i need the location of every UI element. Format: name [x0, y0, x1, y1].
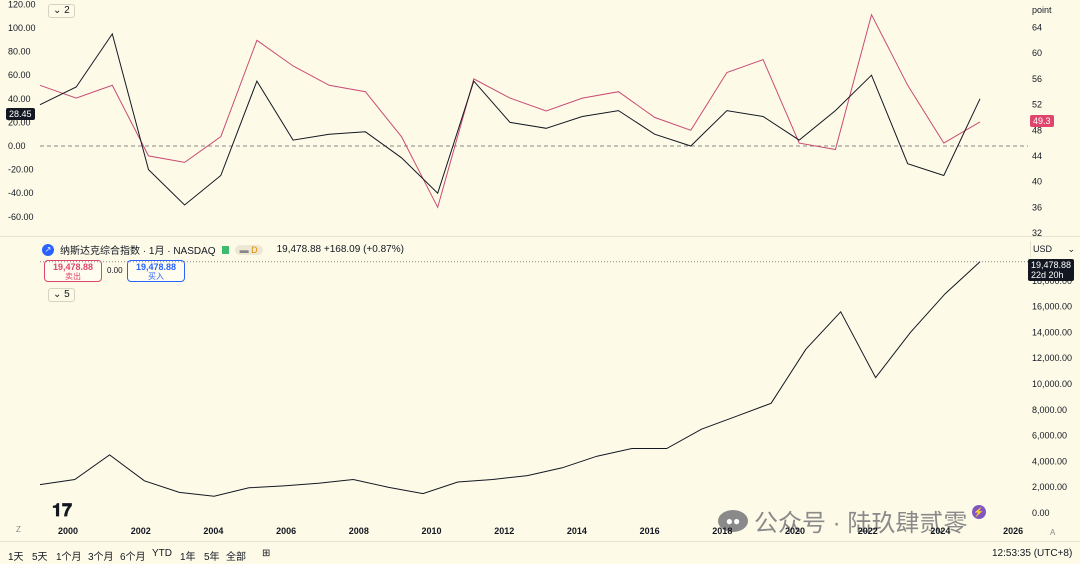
minus-icon: ▬	[239, 244, 249, 255]
chevron-down-icon: ⌄	[1067, 244, 1075, 254]
range-button[interactable]: 1个月	[56, 552, 82, 563]
axis-auto-button[interactable]: A	[1050, 528, 1056, 537]
symbol-title[interactable]: 纳斯达克综合指数 · 1月 · NASDAQ	[60, 246, 216, 257]
price-chart: 18,000.0016,000.0014,000.0012,000.0010,0…	[39, 261, 1072, 518]
buy-button[interactable]: 19,478.88 买入	[127, 260, 185, 282]
x-axis-label: 2022	[857, 526, 878, 536]
x-axis-label: 2012	[494, 526, 515, 536]
range-button[interactable]: 1年	[180, 552, 196, 563]
clock-label[interactable]: 12:53:35 (UTC+8)	[992, 548, 1073, 559]
main-legend: ↗ 纳斯达克综合指数 · 1月 · NASDAQ ▬ D 19,478.88 +…	[42, 242, 404, 257]
range-button[interactable]: 5年	[204, 552, 220, 563]
price-axis-tick: 4,000.00	[1032, 456, 1067, 466]
range-button[interactable]: 6个月	[120, 552, 146, 563]
wechat-icon: ●●	[718, 509, 748, 532]
left-axis-tick: 120.00	[8, 0, 36, 9]
right-axis-tick: 32	[1032, 228, 1042, 236]
range-button[interactable]: YTD	[152, 548, 172, 559]
bar-countdown: 22d 20h	[1031, 270, 1064, 280]
collapse-count: 2	[64, 5, 70, 16]
chevron-down-icon: ⌄	[53, 5, 62, 16]
right-axis-tick: 48	[1032, 125, 1042, 135]
sell-button[interactable]: 19,478.88 卖出	[44, 260, 102, 282]
x-axis-label: 2002	[130, 526, 151, 536]
main-collapse-button[interactable]: ⌄ 5	[48, 288, 75, 302]
sell-label: 卖出	[65, 272, 81, 281]
x-axis-label: 2018	[712, 526, 733, 536]
currency-select[interactable]: USD ⌄	[1030, 241, 1079, 257]
x-axis-label: 2000	[58, 526, 79, 536]
panel-divider[interactable]	[0, 236, 1080, 237]
left-axis-tick: -20.00	[8, 165, 34, 175]
spread-value: 0.00	[107, 266, 123, 275]
x-axis-label: 2020	[785, 526, 806, 536]
black-series-line	[39, 32, 981, 206]
right-axis-unit: point	[1032, 5, 1052, 15]
price-series-line	[39, 261, 981, 497]
x-axis-label: 2004	[203, 526, 224, 536]
x-axis-label: 2024	[930, 526, 951, 536]
x-axis-label: 2010	[421, 526, 442, 536]
last-price-badge: 19,478.88 22d 20h	[1028, 259, 1075, 281]
watermark: ●● 公众号 · 陆玖肆贰零	[718, 503, 967, 538]
right-axis-tick: 60	[1032, 48, 1042, 58]
price-axis-tick: 6,000.00	[1032, 431, 1067, 441]
last-price-value: 19,478.88	[1031, 260, 1072, 270]
collapse-count: 5	[64, 289, 70, 300]
x-axis-label: 2006	[276, 526, 297, 536]
calendar-icon[interactable]: ⊞	[262, 548, 271, 559]
left-axis-tick: -60.00	[8, 212, 34, 222]
right-axis-tick: 40	[1032, 177, 1042, 187]
left-axis-tick: 0.00	[8, 141, 26, 151]
price-axis-tick: 0.00	[1032, 508, 1050, 518]
sell-price: 19,478.88	[52, 262, 94, 272]
pink-series-line	[39, 13, 981, 209]
left-axis-tick: 60.00	[8, 70, 31, 80]
tradingview-logo-icon[interactable]: 𝟏𝟕	[52, 500, 73, 520]
price-axis-tick: 12,000.00	[1032, 353, 1072, 363]
indicator-collapse-button[interactable]: ⌄ 2	[48, 4, 75, 18]
left-axis-tick: 100.00	[8, 23, 36, 33]
currency-value: USD	[1033, 244, 1053, 254]
left-axis-tick: 40.00	[8, 94, 31, 104]
chevron-down-icon: ⌄	[53, 289, 62, 300]
right-axis-tick: 64	[1032, 23, 1042, 33]
right-axis-tick: 56	[1032, 74, 1042, 84]
left-axis-tick: 80.00	[8, 47, 31, 57]
buy-label: 买入	[148, 272, 164, 281]
price-axis-tick: 16,000.00	[1032, 302, 1072, 312]
x-axis-label: 2014	[566, 526, 587, 536]
goto-live-icon[interactable]: ⚡	[972, 505, 986, 519]
right-last-value-badge: 49.3	[1030, 115, 1054, 127]
range-button[interactable]: 3个月	[88, 552, 114, 563]
price-axis-tick: 14,000.00	[1032, 327, 1072, 337]
left-last-value-badge: 28.45	[6, 108, 35, 120]
watermark-text: 公众号 · 陆玖肆贰零	[754, 510, 968, 537]
data-mode-badge[interactable]: ▬ D	[234, 244, 263, 255]
x-axis-label: 2016	[639, 526, 660, 536]
market-status-icon	[221, 245, 229, 254]
indicator-chart: 120.00 100.00 80.00 60.00 40.00 20.00 0.00 -20.…	[8, 0, 1042, 236]
x-axis[interactable]: 2000 2002 2004 2006 2008 2010 2012 2014 2016 2018…	[0, 524, 1030, 540]
price-axis-tick: 10,000.00	[1032, 379, 1072, 389]
right-axis-tick: 44	[1032, 151, 1042, 161]
axis-zoom-button[interactable]: Z	[16, 525, 21, 534]
symbol-logo-icon: ↗	[42, 243, 54, 256]
price-axis-tick: 2,000.00	[1032, 482, 1067, 492]
right-axis-tick: 36	[1032, 202, 1042, 212]
delay-icon: D	[251, 244, 258, 255]
left-axis-tick: 20.00	[8, 117, 31, 127]
price-axis-tick: 8,000.00	[1032, 405, 1067, 415]
range-button[interactable]: 1天	[8, 552, 24, 563]
range-button[interactable]: 5天	[32, 552, 48, 563]
right-axis-tick: 52	[1032, 100, 1042, 110]
range-button[interactable]: 全部	[226, 552, 246, 563]
x-axis-label: 2008	[348, 526, 369, 536]
legend-values: 19,478.88 +168.09 (+0.87%)	[276, 244, 404, 255]
left-axis-tick: -40.00	[8, 188, 34, 198]
x-axis-label: 2026	[1003, 526, 1024, 536]
bottom-toolbar: 1天 5天 1个月 3个月 6个月 YTD 1年 5年 全部 ⊞ 12:53:35 (UTC+8…	[0, 541, 1080, 564]
buy-price: 19,478.88	[135, 262, 177, 272]
